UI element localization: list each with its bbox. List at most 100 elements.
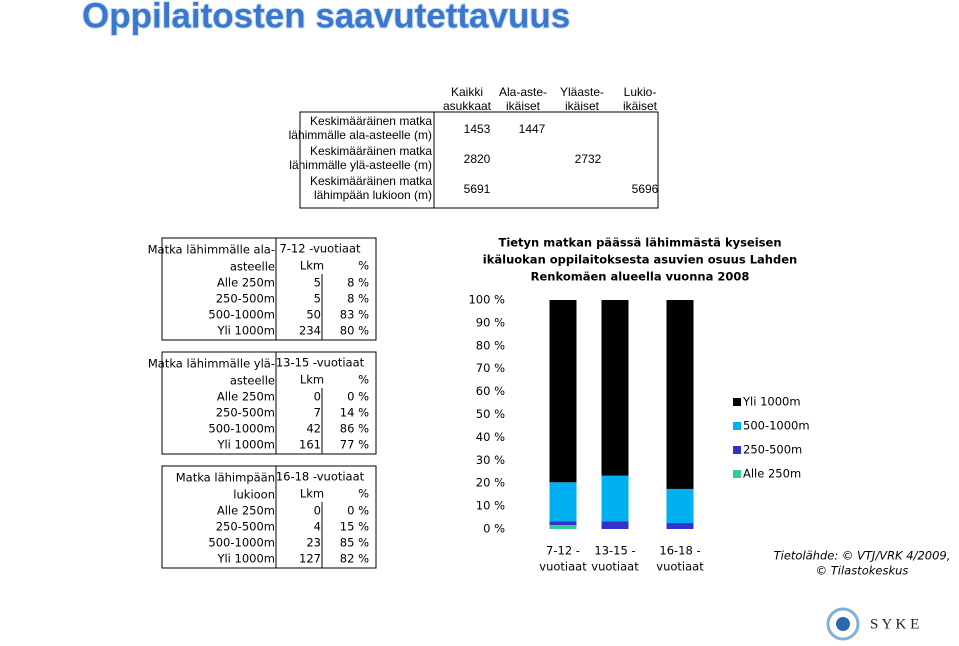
logo-icon xyxy=(826,607,860,641)
table-title: Matka lähimmälle ylä- xyxy=(148,357,275,371)
chart-title: ikäluokan oppilaitoksesta asuvien osuus … xyxy=(483,253,797,267)
group-header: 16-18 -vuotiaat xyxy=(276,470,365,484)
x-tick-label: 16-18 - xyxy=(659,544,700,558)
count: 23 xyxy=(306,536,321,550)
row-label: lähimmälle ylä-asteelle (m) xyxy=(289,158,432,172)
percent: 15 % xyxy=(340,520,369,534)
y-tick-label: 10 % xyxy=(476,499,505,513)
chart-title: Tietyn matkan päässä lähimmästä kyseisen xyxy=(498,236,781,250)
logo-text: S Y K E xyxy=(870,616,919,632)
bar-segment xyxy=(666,488,694,524)
percent: 8 % xyxy=(347,276,369,290)
row-label: Keskimääräinen matka xyxy=(310,114,432,128)
row-label: Yli 1000m xyxy=(216,438,275,452)
row-label: Alle 250m xyxy=(217,276,275,290)
bar-segment xyxy=(549,521,577,526)
column-header: Ala-aste- xyxy=(499,85,547,99)
bar-segment xyxy=(549,482,577,522)
logo-icon-core xyxy=(836,617,850,631)
percent: 83 % xyxy=(340,308,369,322)
bar-segment xyxy=(549,525,577,529)
column-header: ikäiset xyxy=(506,99,541,113)
count: 5 xyxy=(314,276,321,290)
row-label: 250-500m xyxy=(216,520,275,534)
column-header: Lkm xyxy=(300,487,324,501)
cell-value: 1453 xyxy=(464,122,491,136)
count: 0 xyxy=(314,390,321,404)
column-header: % xyxy=(358,259,369,273)
column-header: % xyxy=(358,373,369,387)
group-header: 7-12 -vuotiaat xyxy=(279,242,361,256)
bar-segment xyxy=(666,300,694,489)
legend-swatch xyxy=(733,398,741,406)
row-label: Alle 250m xyxy=(217,390,275,404)
row-label: 250-500m xyxy=(216,292,275,306)
table-title: lukioon xyxy=(233,488,275,502)
percent: 0 % xyxy=(347,390,369,404)
row-label: Keskimääräinen matka xyxy=(310,174,432,188)
table-title: Matka lähimpään xyxy=(176,471,275,485)
table-border xyxy=(161,351,377,455)
row-label: Yli 1000m xyxy=(216,552,275,566)
row-label: 500-1000m xyxy=(208,308,275,322)
count: 50 xyxy=(306,308,321,322)
chart-title: Renkomäen alueella vuonna 2008 xyxy=(531,270,750,284)
x-tick-label: vuotiaat xyxy=(656,560,704,574)
table-title: Matka lähimmälle ala- xyxy=(148,243,275,257)
row-label: lähimpään lukioon (m) xyxy=(314,188,432,202)
y-tick-label: 60 % xyxy=(476,384,505,398)
percent: 85 % xyxy=(340,536,369,550)
column-header: asukkaat xyxy=(443,99,492,113)
bar-segment xyxy=(549,300,577,483)
count: 5 xyxy=(314,292,321,306)
cell-value: 5691 xyxy=(464,182,491,196)
column-header: ikäiset xyxy=(565,99,600,113)
row-label: 250-500m xyxy=(216,406,275,420)
legend-label: Alle 250m xyxy=(743,467,801,481)
slide-title: Oppilaitosten saavutettavuus xyxy=(82,0,570,35)
column-header: Kaikki xyxy=(451,85,483,99)
column-header: Lkm xyxy=(300,259,324,273)
cell-value: 1447 xyxy=(519,122,546,136)
x-tick-label: vuotiaat xyxy=(539,560,587,574)
column-header: ikäiset xyxy=(623,99,658,113)
bar-segment xyxy=(601,475,629,522)
percent: 0 % xyxy=(347,504,369,518)
column-header: Lkm xyxy=(300,373,324,387)
y-tick-label: 100 % xyxy=(468,293,505,307)
row-label: Keskimääräinen matka xyxy=(310,144,432,158)
count: 161 xyxy=(299,438,321,452)
y-tick-label: 90 % xyxy=(476,315,505,329)
group-header: 13-15 -vuotiaat xyxy=(276,356,365,370)
source-note: © Tilastokeskus xyxy=(816,564,909,578)
row-label: lähimmälle ala-asteelle (m) xyxy=(289,128,432,142)
cell-value: 2820 xyxy=(464,152,491,166)
count: 42 xyxy=(306,422,321,436)
x-tick-label: 13-15 - xyxy=(594,544,635,558)
x-tick-label: vuotiaat xyxy=(591,560,639,574)
y-tick-label: 80 % xyxy=(476,338,505,352)
row-label: 500-1000m xyxy=(208,536,275,550)
percent: 82 % xyxy=(340,552,369,566)
count: 127 xyxy=(299,552,321,566)
count: 0 xyxy=(314,504,321,518)
source-note: Tietolähde: © VTJ/VRK 4/2009, xyxy=(774,549,951,563)
y-tick-label: 0 % xyxy=(483,522,505,536)
count: 234 xyxy=(299,324,321,338)
bar-segment xyxy=(601,521,629,529)
table-title: asteelle xyxy=(230,374,275,388)
y-tick-label: 40 % xyxy=(476,430,505,444)
row-label: 500-1000m xyxy=(208,422,275,436)
legend-swatch xyxy=(733,446,741,454)
row-label: Alle 250m xyxy=(217,504,275,518)
y-tick-label: 20 % xyxy=(476,476,505,490)
bar-segment xyxy=(666,523,694,529)
percent: 14 % xyxy=(340,406,369,420)
legend-swatch xyxy=(733,470,741,478)
percent: 80 % xyxy=(340,324,369,338)
legend-label: 500-1000m xyxy=(743,419,810,433)
table-border xyxy=(161,465,377,569)
legend-swatch xyxy=(733,422,741,430)
